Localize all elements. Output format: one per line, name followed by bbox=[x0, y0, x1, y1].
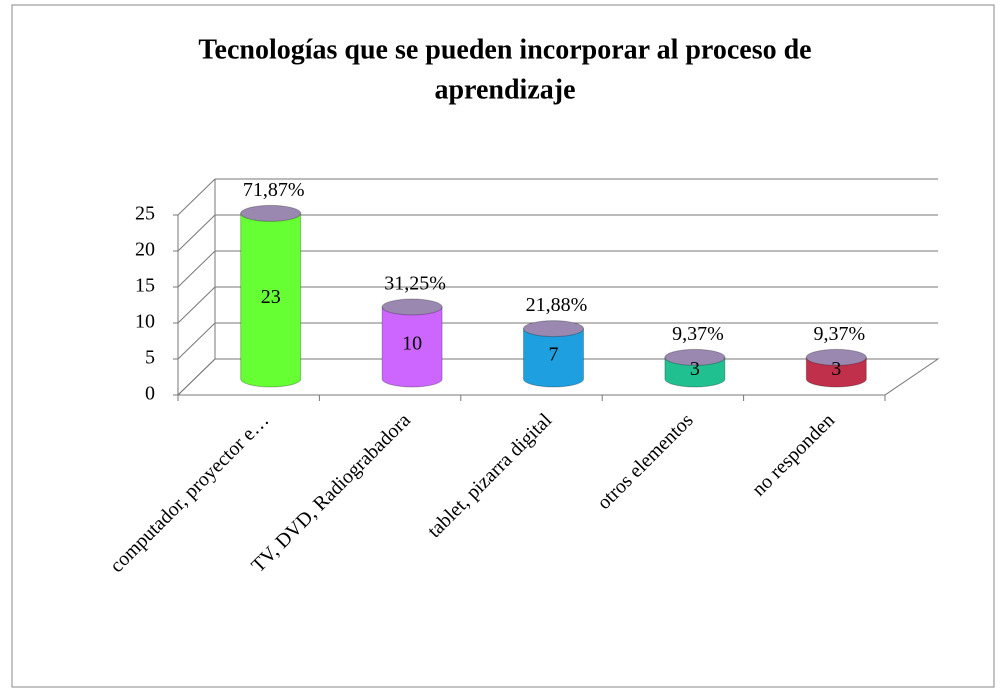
y-tick-label: 20 bbox=[135, 239, 155, 261]
bar bbox=[805, 356, 867, 388]
y-tick-label: 25 bbox=[135, 203, 155, 225]
percent-label: 9,37% bbox=[813, 323, 865, 345]
value-label: 10 bbox=[402, 333, 422, 355]
percent-label: 21,88% bbox=[526, 294, 588, 316]
grid-line bbox=[177, 250, 216, 288]
grid-line bbox=[177, 214, 216, 252]
y-tick-label: 10 bbox=[135, 311, 155, 333]
y-tick-label: 5 bbox=[145, 347, 155, 369]
grid-line bbox=[177, 178, 216, 216]
y-tick-label: 15 bbox=[135, 275, 155, 297]
value-label: 23 bbox=[261, 286, 281, 308]
bar-top bbox=[240, 204, 302, 222]
bar-top bbox=[381, 298, 443, 316]
percent-label: 9,37% bbox=[672, 323, 724, 345]
bar bbox=[381, 306, 443, 388]
value-label: 3 bbox=[690, 358, 700, 380]
y-tick-label: 0 bbox=[145, 383, 155, 405]
value-label: 7 bbox=[549, 343, 559, 365]
percent-label: 31,25% bbox=[384, 273, 446, 295]
grid-line bbox=[177, 322, 216, 360]
bar-top bbox=[523, 320, 584, 338]
value-label: 3 bbox=[831, 358, 841, 380]
chart-title: aprendizaje bbox=[434, 74, 575, 105]
grid-line bbox=[177, 286, 216, 324]
bar bbox=[523, 328, 584, 388]
bar bbox=[664, 356, 726, 388]
bar-top bbox=[664, 348, 726, 366]
bar bbox=[240, 212, 302, 388]
bar-top bbox=[805, 348, 867, 366]
grid-line bbox=[177, 358, 216, 396]
chart-frame bbox=[11, 4, 995, 688]
chart-title: Tecnologías que se pueden incorporar al … bbox=[198, 34, 811, 65]
percent-label: 71,87% bbox=[243, 179, 305, 201]
